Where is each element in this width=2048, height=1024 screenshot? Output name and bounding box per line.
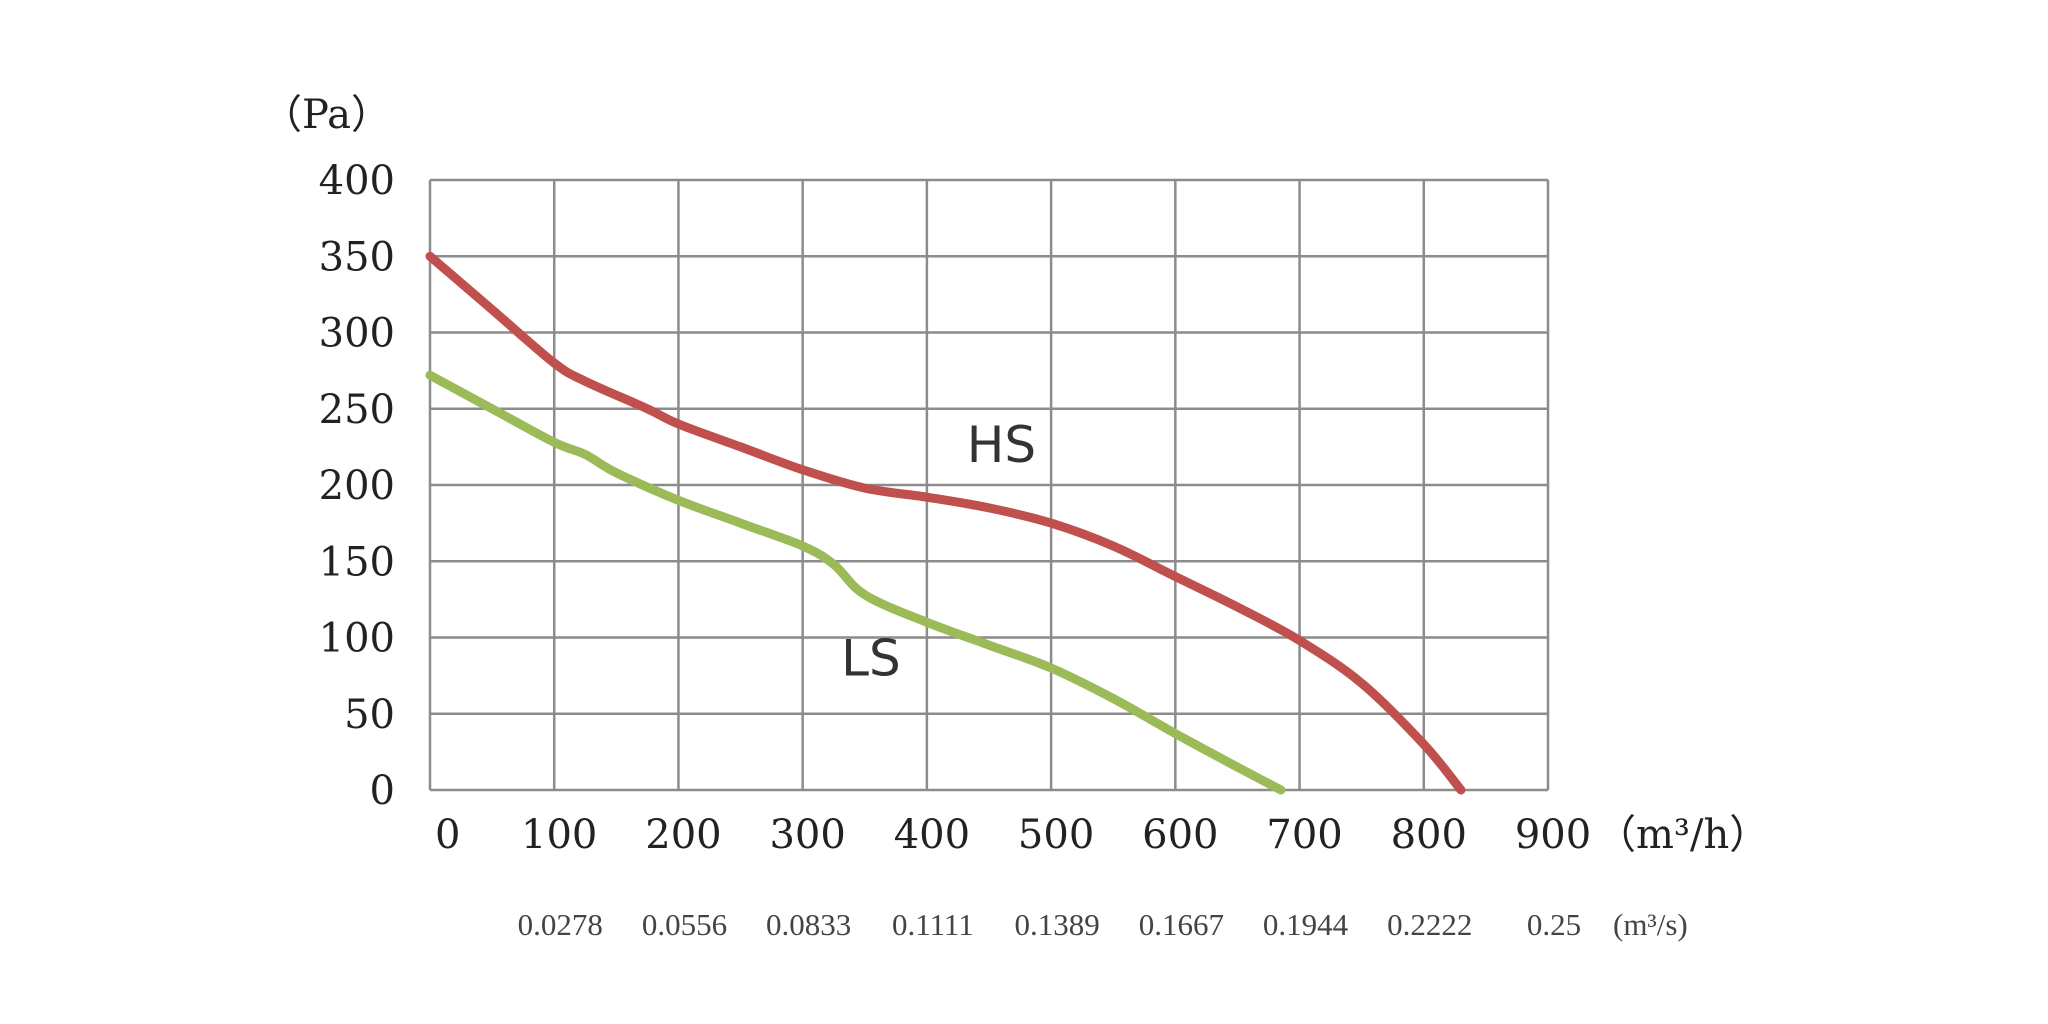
y-axis-unit-label: （Pa） [262, 92, 391, 138]
series-labels: HS LS [841, 416, 1036, 688]
x-tick-label: 400 [894, 812, 970, 858]
series-label-hs: HS [967, 416, 1036, 474]
x-axis-ticks: 0 100 200 300 400 500 600 700 800 900 [435, 812, 1591, 858]
secondary-x-tick-label: 0.0556 [642, 907, 727, 942]
secondary-x-axis-ticks: 0.0278 0.0556 0.0833 0.1111 0.1389 0.1667 0.19… [518, 907, 1582, 942]
y-tick-label: 250 [319, 387, 395, 433]
y-tick-label: 400 [319, 158, 395, 204]
x-tick-label: 500 [1018, 812, 1094, 858]
secondary-x-tick-label: 0.1667 [1139, 907, 1224, 942]
x-tick-label: 800 [1391, 812, 1467, 858]
y-tick-label: 0 [370, 768, 395, 814]
secondary-x-tick-label: 0.0833 [766, 907, 851, 942]
x-tick-label: 200 [645, 812, 721, 858]
y-tick-label: 50 [344, 692, 395, 738]
x-tick-label: 900 [1515, 812, 1591, 858]
y-tick-label: 300 [319, 311, 395, 357]
x-tick-label: 100 [521, 812, 597, 858]
y-axis-ticks: 0 50 100 150 200 250 300 350 400 [319, 158, 395, 814]
x-tick-label: 0 [435, 812, 460, 858]
secondary-x-axis-unit-label: (m³/s) [1613, 907, 1688, 942]
series-label-ls: LS [841, 630, 901, 688]
x-tick-label: 600 [1142, 812, 1218, 858]
secondary-x-tick-label: 0.0278 [518, 907, 603, 942]
series-line-ls [425, 370, 1286, 795]
y-tick-label: 100 [319, 616, 395, 662]
x-tick-label: 300 [769, 812, 845, 858]
secondary-x-tick-label: 0.1389 [1014, 907, 1099, 942]
series-line-hs [425, 251, 1466, 795]
series-layer [425, 251, 1466, 795]
grid [428, 178, 1550, 792]
y-tick-label: 150 [319, 539, 395, 585]
secondary-x-tick-label: 0.1944 [1263, 907, 1349, 942]
secondary-x-tick-label: 0.1111 [892, 907, 974, 942]
x-tick-label: 700 [1266, 812, 1342, 858]
x-axis-unit-label: （m³/h） [1596, 812, 1769, 858]
y-tick-label: 200 [319, 463, 395, 509]
secondary-x-tick-label: 0.2222 [1387, 907, 1472, 942]
y-tick-label: 350 [319, 234, 395, 280]
secondary-x-tick-label: 0.25 [1527, 907, 1581, 942]
